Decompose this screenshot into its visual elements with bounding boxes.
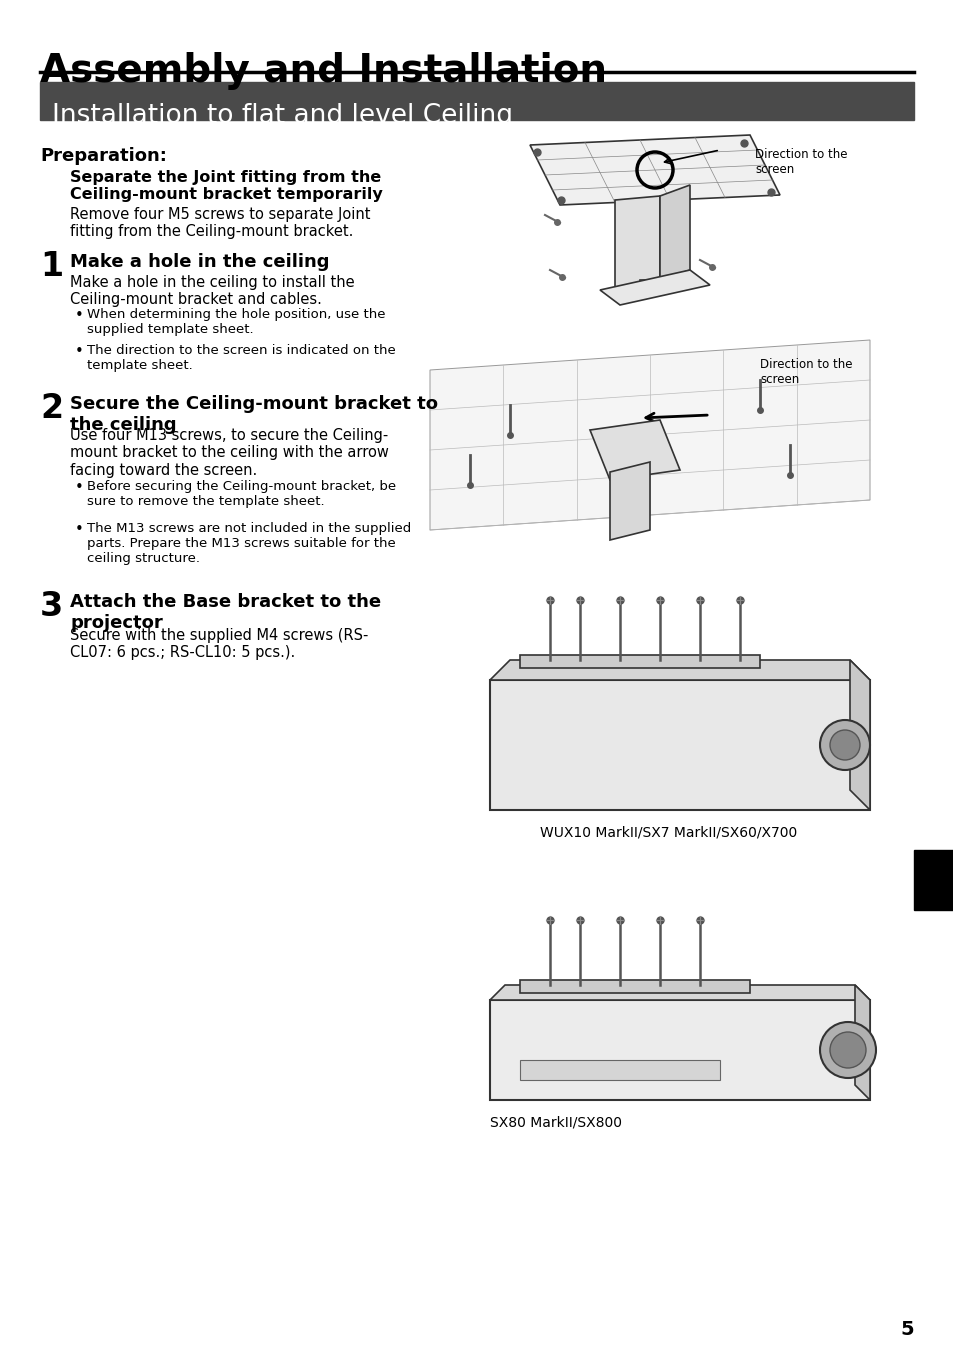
Polygon shape — [490, 984, 869, 1001]
Text: •: • — [75, 523, 84, 538]
Text: Attach the Base bracket to the
projector: Attach the Base bracket to the projector — [70, 593, 381, 632]
Polygon shape — [854, 984, 869, 1099]
Text: 1: 1 — [40, 250, 63, 283]
Polygon shape — [490, 680, 869, 810]
Text: Remove four M5 screws to separate Joint
fitting from the Ceiling-mount bracket.: Remove four M5 screws to separate Joint … — [70, 207, 370, 240]
Text: SX80 MarkII/SX800: SX80 MarkII/SX800 — [490, 1114, 621, 1129]
Polygon shape — [430, 340, 869, 529]
Text: Secure the Ceiling-mount bracket to
the ceiling: Secure the Ceiling-mount bracket to the … — [70, 395, 437, 433]
Polygon shape — [615, 196, 659, 295]
Polygon shape — [589, 420, 679, 481]
Text: The direction to the screen is indicated on the
template sheet.: The direction to the screen is indicated… — [87, 344, 395, 372]
Polygon shape — [519, 655, 760, 668]
Text: Direction to the
screen: Direction to the screen — [754, 148, 846, 176]
Circle shape — [829, 1032, 865, 1068]
Circle shape — [820, 720, 869, 770]
Text: Preparation:: Preparation: — [40, 148, 167, 165]
Text: Direction to the
screen: Direction to the screen — [760, 357, 852, 386]
Text: When determining the hole position, use the
supplied template sheet.: When determining the hole position, use … — [87, 307, 385, 336]
Text: 5: 5 — [900, 1320, 913, 1339]
Text: Assembly and Installation: Assembly and Installation — [40, 51, 606, 89]
Circle shape — [820, 1022, 875, 1078]
Bar — [40, 83, 913, 121]
Text: Before securing the Ceiling-mount bracket, be
sure to remove the template sheet.: Before securing the Ceiling-mount bracke… — [87, 481, 395, 508]
Polygon shape — [519, 980, 749, 992]
Polygon shape — [490, 659, 869, 680]
Polygon shape — [490, 1001, 869, 1099]
Text: Separate the Joint fitting from the
Ceiling-mount bracket temporarily: Separate the Joint fitting from the Ceil… — [70, 171, 382, 202]
Circle shape — [829, 730, 859, 760]
Text: Secure with the supplied M4 screws (RS-
CL07: 6 pcs.; RS-CL10: 5 pcs.).: Secure with the supplied M4 screws (RS- … — [70, 628, 368, 661]
Text: •: • — [75, 344, 84, 359]
Text: 3: 3 — [40, 590, 63, 623]
Text: Make a hole in the ceiling: Make a hole in the ceiling — [70, 253, 329, 271]
Bar — [519, 1060, 720, 1080]
Polygon shape — [609, 462, 649, 540]
Text: WUX10 MarkII/SX7 MarkII/SX60/X700: WUX10 MarkII/SX7 MarkII/SX60/X700 — [539, 826, 797, 839]
Polygon shape — [599, 269, 709, 305]
Bar — [913, 850, 953, 910]
Text: Use four M13 screws, to secure the Ceiling-
mount bracket to the ceiling with th: Use four M13 screws, to secure the Ceili… — [70, 428, 389, 478]
Text: •: • — [75, 481, 84, 496]
Text: Make a hole in the ceiling to install the
Ceiling-mount bracket and cables.: Make a hole in the ceiling to install th… — [70, 275, 355, 307]
Text: 2: 2 — [40, 393, 63, 425]
Polygon shape — [659, 185, 689, 280]
Text: •: • — [75, 307, 84, 324]
Text: The M13 screws are not included in the supplied
parts. Prepare the M13 screws su: The M13 screws are not included in the s… — [87, 523, 411, 565]
Polygon shape — [530, 135, 780, 204]
Text: Installation to flat and level Ceiling: Installation to flat and level Ceiling — [52, 103, 513, 129]
Polygon shape — [849, 659, 869, 810]
